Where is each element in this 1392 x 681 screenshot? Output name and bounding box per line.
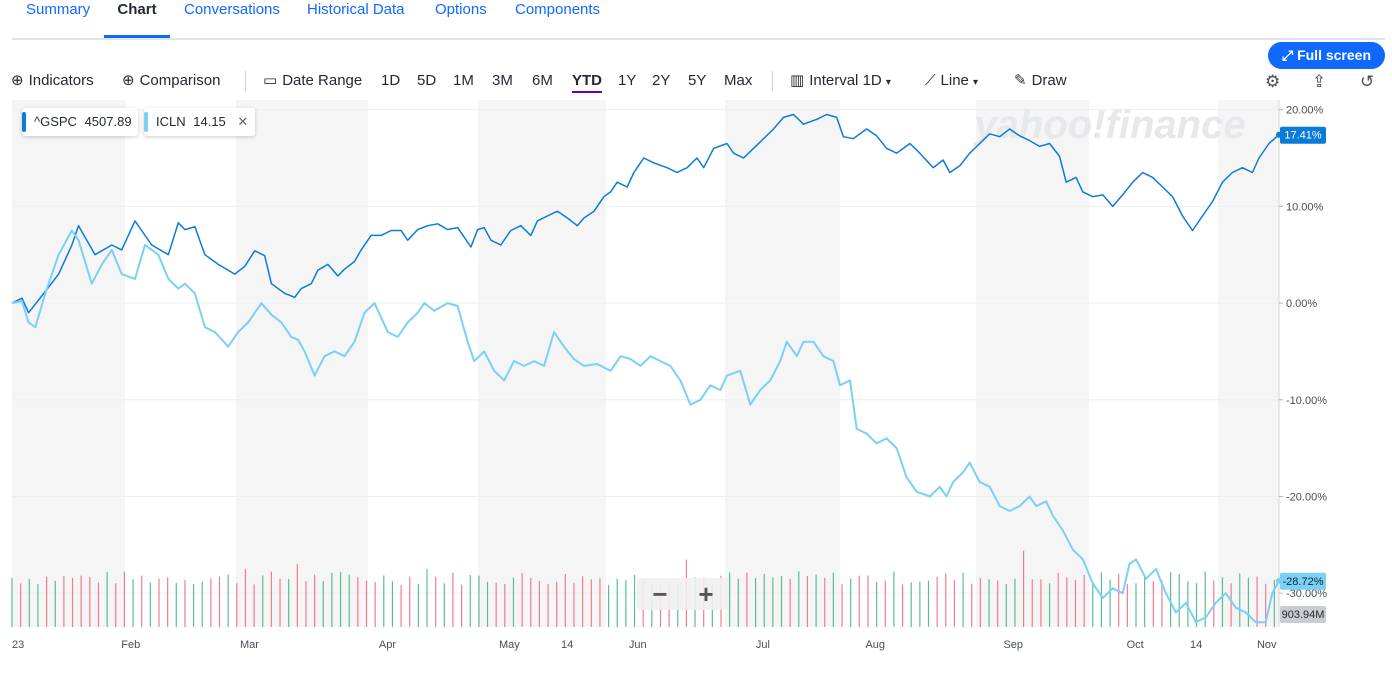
icln-last-value-label-bg [1280, 572, 1326, 590]
draw-button[interactable]: ✎ Draw [1014, 71, 1067, 91]
comparison-label: Comparison [139, 72, 221, 89]
tab-components[interactable]: Components [515, 1, 601, 18]
x-tick-label: Mar [240, 639, 259, 651]
x-tick-label: Sep [1003, 639, 1023, 651]
x-tick-label: 14 [561, 639, 573, 651]
tab-bar: Summary Chart Conversations Historical D… [12, 0, 1385, 40]
x-tick-label: Nov [1257, 639, 1277, 651]
series-end-point [1276, 131, 1282, 138]
gspc-last-value-label-bg [1280, 126, 1326, 144]
x-tick-label: Aug [865, 639, 885, 651]
watermark: yahoo!finance [972, 103, 1245, 147]
x-tick-label: Oct [1127, 639, 1144, 651]
full-screen-button[interactable]: ⤢ Full screen [1268, 42, 1385, 69]
gear-icon[interactable]: ⚙ [1265, 72, 1281, 91]
close-icon[interactable]: ✕ [237, 114, 249, 129]
series-color-swatch [144, 112, 148, 132]
x-tick-label: Feb [121, 639, 140, 651]
icln-last-value-label: -28.72% [1283, 576, 1324, 588]
x-tick-label: Apr [379, 639, 396, 651]
chart-type-dropdown[interactable]: ⟋ Line ▾ [925, 71, 978, 91]
legend-item-icln[interactable]: ICLN 14.15 ✕ [144, 108, 255, 136]
month-band [725, 100, 840, 627]
range-1y[interactable]: 1Y [618, 72, 637, 89]
month-band [12, 100, 125, 627]
month-band [236, 100, 368, 627]
divider [245, 71, 246, 91]
interval-value: 1D [862, 72, 882, 89]
zoom-out-button[interactable]: − [652, 579, 668, 609]
draw-label: Draw [1031, 72, 1067, 89]
range-5y[interactable]: 5Y [688, 72, 707, 89]
range-1d[interactable]: 1D [381, 72, 401, 89]
series-color-swatch [22, 112, 26, 132]
x-tick-label: May [499, 639, 520, 651]
series-line-icln [11, 229, 1280, 624]
pencil-icon: ✎ [1014, 72, 1027, 89]
legend-symbol: ICLN [156, 114, 186, 129]
range-ytd[interactable]: YTD [572, 71, 602, 93]
range-1m[interactable]: 1M [453, 72, 474, 89]
x-tick-label: 23 [12, 639, 24, 651]
chart-toolbar: ⊕ Indicators ⊕ Comparison ▭ Date Range 1D 5… [0, 68, 1392, 94]
interval-dropdown[interactable]: ▥ Interval 1D ▾ [790, 71, 891, 91]
y-tick-label: 0.00% [1286, 298, 1317, 310]
zoom-controls: − + [637, 578, 729, 610]
indicators-button[interactable]: ⊕ Indicators [11, 71, 94, 91]
gspc-last-value-label: 17.41% [1284, 130, 1322, 142]
legend-symbol: ^GSPC [34, 114, 77, 129]
series-end-point [1276, 577, 1282, 584]
legend-value: 4507.89 [84, 114, 132, 129]
x-tick-label: Jun [629, 639, 647, 651]
tab-summary[interactable]: Summary [26, 1, 91, 18]
indicators-label: Indicators [28, 72, 94, 89]
volume-last-value-label-bg [1280, 606, 1326, 623]
tab-chart[interactable]: Chart [104, 0, 170, 38]
month-band [976, 100, 1089, 627]
interval-label: Interval [809, 72, 859, 89]
expand-icon: ⤢ [1281, 47, 1294, 63]
y-tick-label: 10.00% [1286, 201, 1324, 213]
date-range-button[interactable]: ▭ Date Range [263, 71, 362, 91]
x-tick-label: Jul [756, 639, 770, 651]
month-band [478, 100, 606, 627]
range-5d[interactable]: 5D [417, 72, 437, 89]
y-tick-label: -30.00% [1286, 588, 1327, 600]
share-icon[interactable]: ⇪ [1312, 72, 1327, 91]
plus-circle-icon: ⊕ [11, 72, 24, 89]
y-tick-label: -20.00% [1286, 491, 1327, 503]
reset-icon[interactable]: ↺ [1360, 72, 1375, 91]
series-line-gspc [11, 113, 1280, 314]
volume-last-value-label: 903.94M [1282, 609, 1325, 621]
chevron-down-icon: ▾ [973, 77, 979, 88]
chart-type-label: Line [940, 72, 969, 89]
date-range-label: Date Range [282, 72, 363, 89]
tab-options[interactable]: Options [435, 1, 487, 18]
legend-item-gspc[interactable]: ^GSPC 4507.89 [22, 108, 138, 136]
range-max[interactable]: Max [724, 72, 753, 89]
y-tick-label: -10.00% [1286, 395, 1327, 407]
tab-conversations[interactable]: Conversations [184, 1, 280, 18]
chevron-down-icon: ▾ [885, 77, 891, 88]
range-6m[interactable]: 6M [532, 72, 553, 89]
range-2y[interactable]: 2Y [652, 72, 671, 89]
full-screen-label: Full screen [1297, 47, 1371, 63]
tab-historical-data[interactable]: Historical Data [307, 1, 405, 18]
comparison-button[interactable]: ⊕ Comparison [122, 71, 220, 91]
calendar-icon: ▭ [263, 72, 278, 89]
range-3m[interactable]: 3M [492, 72, 513, 89]
y-tick-label: 20.00% [1286, 105, 1324, 117]
x-tick-label: 14 [1190, 639, 1202, 651]
interval-icon: ▥ [790, 72, 805, 89]
divider [772, 71, 773, 91]
line-chart-icon: ⟋ [925, 72, 936, 89]
month-band [1218, 100, 1279, 627]
plus-circle-icon: ⊕ [122, 72, 135, 89]
legend-value: 14.15 [193, 114, 226, 129]
zoom-in-button[interactable]: + [698, 579, 714, 609]
